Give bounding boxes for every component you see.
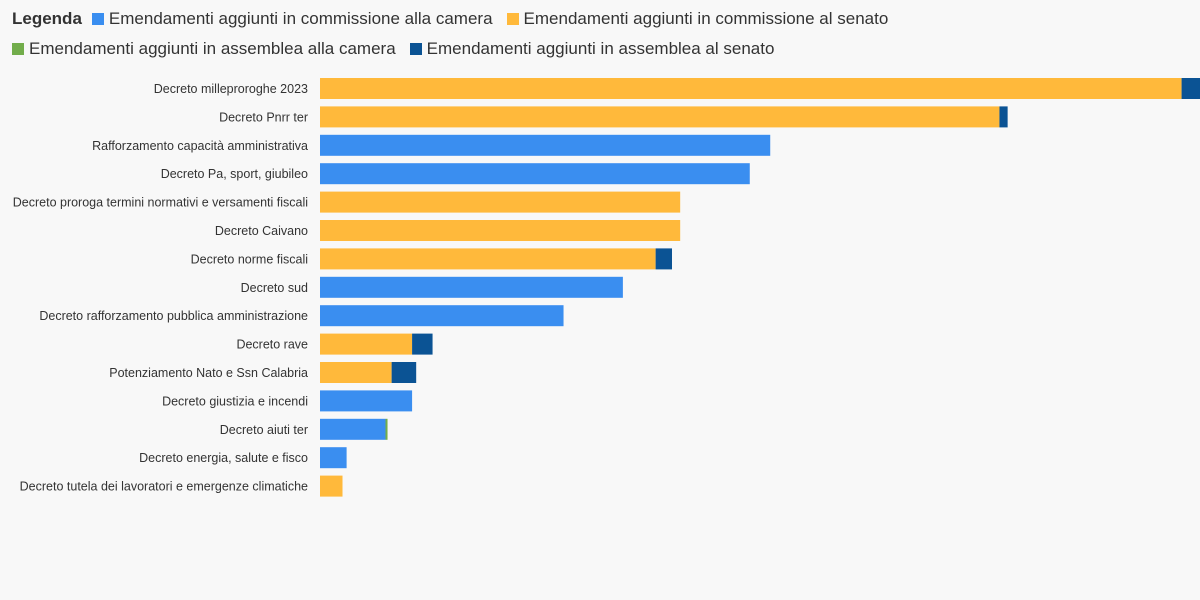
bar-decreto-proroga-termini-normativi-e-versamenti-fiscali-series-2[interactable] — [320, 191, 681, 213]
category-label-decreto-sud: Decreto sud — [241, 281, 308, 295]
bar-decreto-caivano-series-2[interactable] — [320, 220, 681, 241]
bar-decreto-rave-series-2[interactable] — [320, 333, 413, 355]
bar-rafforzamento-capacita-amministrativa-series-1[interactable] — [320, 134, 771, 156]
bar-decreto-milleproroghe-2023-series-2[interactable] — [320, 78, 1182, 99]
legend-label-assemblea-camera: Emendamenti aggiunti in assemblea alla c… — [29, 39, 396, 58]
category-label-decreto-milleproroghe-2023: Decreto milleproroghe 2023 — [154, 82, 308, 96]
bar-decreto-aiuti-ter-series-1[interactable] — [320, 418, 386, 440]
bar-decreto-aiuti-ter-series-3[interactable] — [385, 418, 388, 440]
legend-item-assemblea-camera[interactable]: Emendamenti aggiunti in assemblea alla c… — [12, 40, 396, 58]
category-label-decreto-norme-fiscali: Decreto norme fiscali — [191, 252, 308, 266]
legend-label-commissione-camera: Emendamenti aggiunti in commissione alla… — [108, 9, 493, 28]
bar-decreto-rafforzamento-pubblica-amministrazione-series-1[interactable] — [320, 305, 564, 327]
legend-label-commissione-senato: Emendamenti aggiunti in commissione al s… — [523, 9, 889, 28]
legend-swatch-assemblea-senato — [409, 43, 422, 55]
category-label-decreto-proroga-termini-normativi-e-versamenti-fiscali: Decreto proroga termini normativi e vers… — [13, 196, 308, 210]
bar-decreto-rave-series-4[interactable] — [412, 333, 433, 355]
bar-decreto-norme-fiscali-series-2[interactable] — [320, 248, 656, 270]
bar-decreto-energia-salute-e-fisco-series-1[interactable] — [320, 447, 347, 469]
bar-decreto-norme-fiscali-series-4[interactable] — [655, 248, 672, 270]
bar-decreto-tutela-dei-lavoratori-e-emergenze-climatiche-series-2[interactable] — [320, 475, 343, 497]
category-label-decreto-pa-sport-giubileo: Decreto Pa, sport, giubileo — [161, 167, 308, 181]
legend-label-assemblea-senato: Emendamenti aggiunti in assemblea al sen… — [426, 39, 775, 58]
bar-decreto-giustizia-e-incendi-series-1[interactable] — [320, 390, 413, 412]
bar-decreto-pnrr-ter-series-2[interactable] — [320, 106, 1000, 128]
category-labels: Decreto milleproroghe 2023 Decreto Pnrr t… — [13, 82, 308, 494]
category-label-decreto-caivano: Decreto Caivano — [215, 224, 308, 238]
legend-swatch-commissione-camera — [91, 13, 104, 25]
category-label-decreto-tutela-dei-lavoratori-e-emergenze-climatiche: Decreto tutela dei lavoratori e emergenz… — [20, 480, 308, 494]
legend-item-assemblea-senato[interactable]: Emendamenti aggiunti in assemblea al sen… — [409, 39, 775, 58]
bar-decreto-milleproroghe-2023-series-4[interactable] — [1181, 78, 1200, 99]
category-label-decreto-pnrr-ter: Decreto Pnrr ter — [219, 110, 308, 124]
bar-potenziamento-nato-e-ssn-calabria-series-2[interactable] — [320, 362, 392, 383]
category-label-decreto-energia-salute-e-fisco: Decreto energia, salute e fisco — [139, 451, 308, 465]
category-label-decreto-rafforzamento-pubblica-amministrazione: Decreto rafforzamento pubblica amministr… — [39, 309, 308, 323]
bar-decreto-pa-sport-giubileo-series-1[interactable] — [320, 163, 750, 185]
bar-decreto-sud-series-1[interactable] — [320, 276, 623, 298]
bar-potenziamento-nato-e-ssn-calabria-series-4[interactable] — [391, 362, 417, 383]
category-label-rafforzamento-capacita-amministrativa: Rafforzamento capacità amministrativa — [92, 139, 308, 153]
legend: Legenda Emendamenti aggiunti in commissi… — [12, 10, 1182, 58]
legend-item-commissione-senato[interactable]: Emendamenti aggiunti in commissione al s… — [506, 9, 889, 28]
category-label-decreto-aiuti-ter: Decreto aiuti ter — [220, 423, 308, 437]
category-label-decreto-rave: Decreto rave — [236, 338, 308, 352]
category-label-potenziamento-nato-e-ssn-calabria: Potenziamento Nato e Ssn Calabria — [109, 366, 308, 380]
category-label-decreto-giustizia-e-incendi: Decreto giustizia e incendi — [162, 394, 308, 408]
legend-swatch-assemblea-camera — [12, 43, 24, 55]
legend-item-commissione-camera[interactable]: Emendamenti aggiunti in commissione alla… — [91, 9, 493, 28]
bar-stacks — [320, 78, 1200, 497]
legend-swatch-commissione-senato — [506, 13, 519, 25]
bar-decreto-pnrr-ter-series-4[interactable] — [999, 106, 1008, 128]
legend-title: Legenda — [12, 9, 82, 28]
